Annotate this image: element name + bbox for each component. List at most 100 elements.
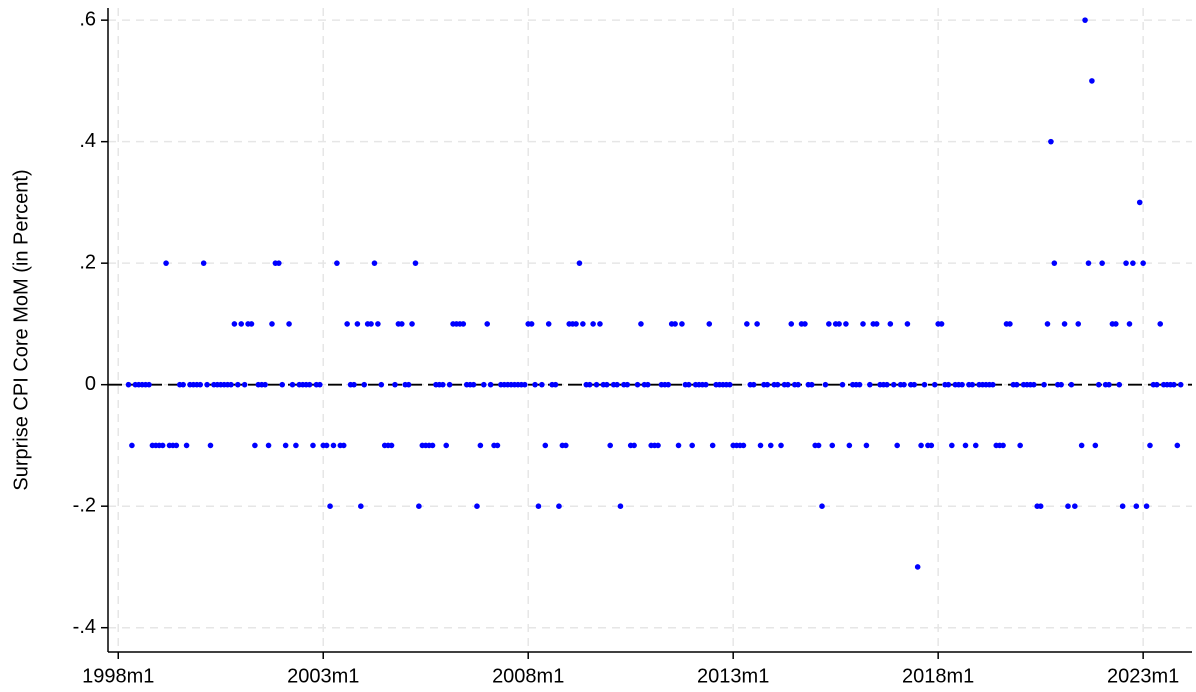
point	[204, 381, 210, 388]
point	[819, 503, 825, 509]
point	[330, 442, 337, 449]
point	[644, 381, 651, 388]
point	[822, 381, 829, 388]
point	[1068, 381, 1075, 388]
point	[470, 381, 477, 388]
point	[539, 381, 545, 388]
point	[262, 381, 268, 388]
point	[921, 381, 928, 388]
point	[532, 381, 538, 388]
point	[265, 442, 272, 449]
point	[614, 381, 620, 388]
point	[867, 381, 873, 388]
point	[238, 321, 245, 327]
point	[521, 381, 528, 388]
point	[938, 321, 945, 327]
point	[173, 442, 180, 449]
point	[477, 442, 484, 449]
point	[1075, 321, 1082, 327]
point	[672, 321, 678, 327]
point	[1136, 199, 1143, 206]
point	[378, 381, 385, 388]
point	[586, 381, 593, 388]
point	[603, 381, 610, 388]
point	[399, 321, 405, 327]
point	[703, 381, 709, 388]
point	[388, 442, 395, 449]
point	[826, 321, 832, 327]
point	[778, 442, 784, 449]
point	[235, 381, 241, 388]
point	[624, 381, 631, 388]
point	[685, 381, 692, 388]
point	[679, 321, 685, 327]
y-tick-label: 0	[85, 373, 96, 395]
point	[928, 442, 935, 449]
point	[545, 321, 552, 327]
point	[990, 381, 996, 388]
point	[689, 442, 695, 449]
point	[293, 442, 299, 449]
point	[1171, 381, 1177, 388]
point	[655, 442, 661, 449]
y-axis-label: Surprise CPI Core MoM (in Percent)	[10, 169, 32, 490]
point	[726, 381, 733, 388]
point	[323, 442, 330, 449]
point	[361, 381, 368, 388]
point	[1044, 321, 1051, 327]
point	[334, 260, 340, 266]
point	[709, 442, 716, 449]
point	[1061, 321, 1068, 327]
point	[843, 321, 849, 327]
point	[1106, 381, 1112, 388]
point	[276, 260, 282, 266]
point	[1013, 381, 1020, 388]
point	[129, 442, 135, 449]
point	[163, 260, 169, 266]
point	[443, 442, 450, 449]
point	[1058, 381, 1064, 388]
point	[795, 381, 801, 388]
point	[863, 442, 870, 449]
point	[767, 442, 774, 449]
y-tick-label: .4	[79, 130, 96, 152]
point	[617, 503, 624, 509]
point	[180, 381, 186, 388]
point	[409, 321, 415, 327]
point	[494, 442, 501, 449]
point	[1113, 321, 1119, 327]
point	[740, 442, 747, 449]
point	[241, 381, 248, 388]
point	[573, 321, 579, 327]
point	[788, 321, 795, 327]
point	[552, 381, 559, 388]
point	[279, 381, 286, 388]
point	[159, 442, 166, 449]
point	[289, 381, 296, 388]
x-tick-label: 2018m1	[902, 665, 974, 687]
point	[1000, 442, 1006, 449]
point	[580, 321, 586, 327]
point	[1048, 138, 1054, 145]
point	[474, 503, 480, 509]
point	[528, 321, 535, 327]
point	[412, 260, 419, 266]
point	[1123, 260, 1129, 266]
point	[286, 321, 292, 327]
point	[269, 321, 275, 327]
point	[231, 321, 238, 327]
point	[744, 321, 750, 327]
point	[310, 442, 316, 449]
point	[535, 503, 542, 509]
point	[802, 321, 808, 327]
point	[839, 381, 846, 388]
point	[1089, 78, 1095, 84]
point	[1116, 381, 1123, 388]
point	[248, 321, 255, 327]
point	[1095, 381, 1102, 388]
point	[358, 503, 364, 509]
point	[665, 381, 672, 388]
x-tick-label: 2013m1	[697, 665, 769, 687]
point	[1051, 260, 1058, 266]
point	[460, 321, 467, 327]
